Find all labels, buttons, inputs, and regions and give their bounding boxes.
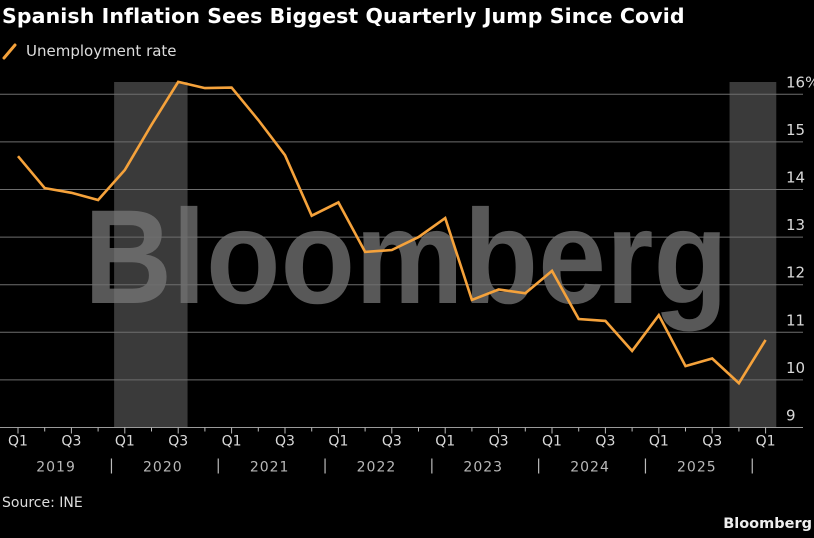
x-year-label: 2019 bbox=[36, 460, 76, 476]
y-tick-label: 9 bbox=[786, 407, 796, 425]
watermark-layer: Bloomberg bbox=[84, 183, 728, 332]
x-year-label: 2023 bbox=[463, 460, 503, 476]
source-note: Source: INE bbox=[2, 495, 83, 511]
bloomberg-watermark: Bloomberg bbox=[84, 183, 728, 332]
legend-line-icon bbox=[2, 43, 17, 60]
x-quarter-label: Q1 bbox=[435, 434, 455, 450]
x-axis: Q1 Q3 Q1 Q3 Q1 Q3 Q1 Q3 Q1 Q3 Q1 Q3 Q1 Q3 Q1 2019 2020 20… bbox=[0, 427, 803, 476]
legend: Unemployment rate bbox=[2, 41, 177, 61]
x-quarter-label: Q1 bbox=[649, 434, 669, 450]
x-quarter-label: Q3 bbox=[595, 434, 615, 450]
x-year-label: 2025 bbox=[677, 460, 717, 476]
brand-logo: Bloomberg bbox=[723, 516, 812, 532]
legend-label: Unemployment rate bbox=[26, 42, 177, 60]
shaded-period bbox=[729, 82, 777, 428]
series-layer bbox=[17, 80, 767, 386]
y-tick-label: 13 bbox=[786, 216, 805, 234]
x-quarter-label: Q1 bbox=[8, 434, 28, 450]
x-year-label: 2021 bbox=[250, 460, 290, 476]
x-year-label: 2020 bbox=[143, 460, 183, 476]
x-quarter-label: Q3 bbox=[275, 434, 295, 450]
x-quarter-label: Q3 bbox=[61, 434, 81, 450]
shaded-period bbox=[114, 82, 188, 428]
x-quarter-label: Q3 bbox=[489, 434, 509, 450]
x-year-label: 2024 bbox=[570, 460, 610, 476]
x-year-label: 2022 bbox=[357, 460, 397, 476]
y-tick-label: 14 bbox=[786, 169, 805, 187]
y-tick-label: 10 bbox=[786, 359, 805, 377]
y-tick-label: 16% bbox=[786, 73, 814, 91]
x-quarter-label: Q3 bbox=[702, 434, 722, 450]
chart-title: Spanish Inflation Sees Biggest Quarterly… bbox=[2, 4, 685, 28]
x-quarter-label: Q1 bbox=[115, 434, 135, 450]
x-quarter-label: Q3 bbox=[168, 434, 188, 450]
x-quarter-label: Q1 bbox=[222, 434, 242, 450]
y-tick-labels: 9 10 11 12 13 14 15 16% bbox=[786, 73, 814, 424]
y-tick-label: 15 bbox=[786, 121, 805, 139]
x-quarter-label: Q1 bbox=[328, 434, 348, 450]
shaded-periods bbox=[114, 82, 777, 428]
x-quarter-label: Q1 bbox=[756, 434, 776, 450]
y-tick-label: 11 bbox=[786, 311, 805, 329]
x-quarter-label: Q1 bbox=[542, 434, 562, 450]
y-tick-label: 12 bbox=[786, 264, 805, 282]
x-quarter-label: Q3 bbox=[382, 434, 402, 450]
series-line-unemployment-rate bbox=[17, 80, 767, 386]
